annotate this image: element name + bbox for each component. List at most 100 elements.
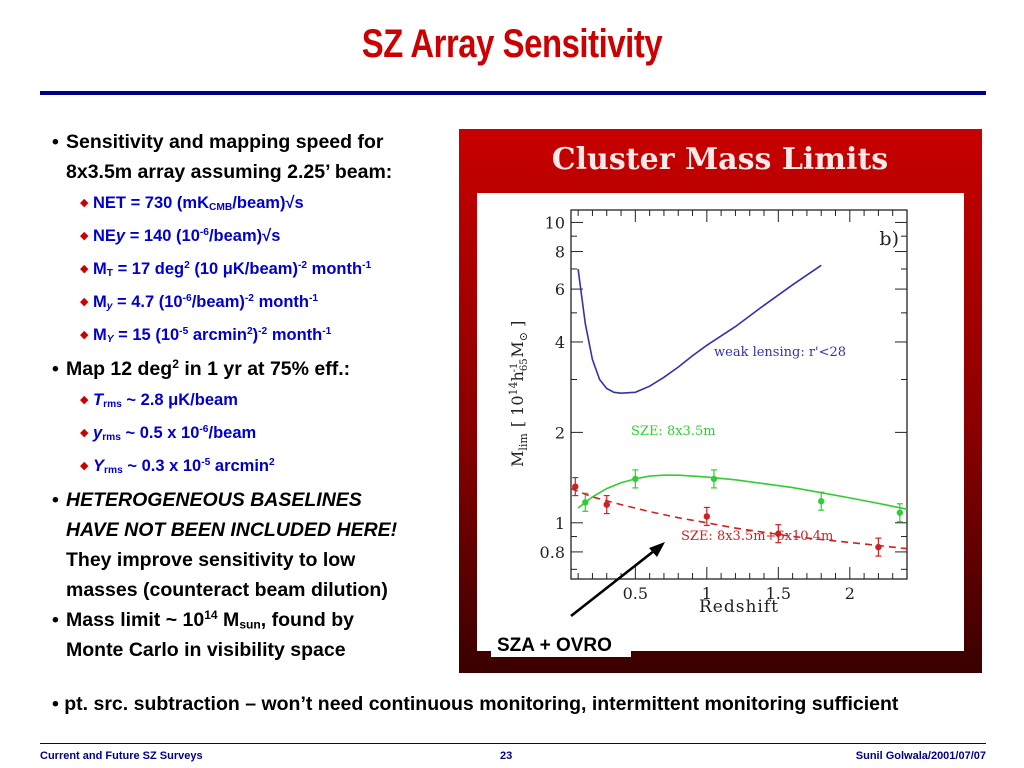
superscript: 2 xyxy=(269,456,275,468)
text: ~ 2.8 μK/beam xyxy=(121,391,238,409)
x-tick-label: 1 xyxy=(702,584,712,603)
bullet-point-source: • pt. src. subtraction – won’t need cont… xyxy=(52,689,898,719)
data-point xyxy=(818,498,825,505)
subscript: T xyxy=(106,268,113,280)
text: /beam) xyxy=(191,293,245,311)
text: = 17 deg xyxy=(113,260,185,278)
text: /beam)√s xyxy=(208,227,281,245)
text: Mass limit ~ 10 xyxy=(66,609,205,631)
bullet-text: HETEROGENEOUS BASELINES xyxy=(66,489,362,511)
bullet-list: • Sensitivity and mapping speed for 8x3.… xyxy=(52,127,452,665)
figure-panel: Cluster Mass Limits 0.5 1 1.5 2 0.8 1 2 4 6 8 10 … xyxy=(459,129,982,673)
text: in 1 yr at 75% eff.: xyxy=(178,358,351,380)
y-tick-label: 4 xyxy=(555,333,565,352)
text: = 4.7 (10 xyxy=(112,293,183,311)
text: ) xyxy=(252,326,259,344)
subscript: Y xyxy=(106,334,114,346)
series-legend-labels: weak lensing: r'<28 SZE: 8x3.5m SZE: 8x3.5… xyxy=(631,345,846,544)
subscript: rms xyxy=(102,432,121,444)
symbol: Y xyxy=(93,457,105,475)
superscript: -1 xyxy=(362,259,372,271)
bullet-text: Monte Carlo in visibility space xyxy=(66,639,346,661)
y-tick-label: 0.8 xyxy=(540,543,565,562)
subscript: sun xyxy=(239,617,261,632)
series-label: SZE: 8x3.5m xyxy=(631,424,716,439)
series-line xyxy=(570,487,908,550)
y-tick-label: 8 xyxy=(555,243,565,262)
diamond-bullet-icon: ◆ xyxy=(80,460,89,472)
footer-left: Current and Future SZ Surveys xyxy=(40,750,203,762)
plot-background xyxy=(477,193,964,651)
x-tick-label: 2 xyxy=(845,584,855,603)
data-point xyxy=(632,475,639,483)
bullet-text: Sensitivity and mapping speed for xyxy=(66,131,384,153)
diamond-bullet-icon: ◆ xyxy=(80,329,89,341)
bullet-text: HAVE NOT BEEN INCLUDED HERE! xyxy=(66,519,398,541)
symbol: T xyxy=(93,391,104,409)
bullet-text: pt. src. subtraction – won’t need contin… xyxy=(64,693,899,715)
slide-number: 23 xyxy=(500,750,513,762)
sub-bullet-yrms: ◆ yrms ~ 0.5 x 10-6/beam xyxy=(52,417,452,450)
sub-bullet-mt: ◆ MT = 17 deg2 (10 μK/beam)-2 month-1 xyxy=(52,253,452,286)
bullet-text: They improve sensitivity to low xyxy=(66,549,356,571)
text: M xyxy=(217,609,240,631)
bullet-sensitivity: • Sensitivity and mapping speed for 8x3.… xyxy=(52,127,452,187)
y-axis-label: Mlim[ 1014h65-1 M⊙ ] xyxy=(507,321,530,467)
superscript: -5 xyxy=(179,325,189,337)
superscript: 2 xyxy=(184,259,190,271)
bullet-dot-icon: • xyxy=(52,131,59,153)
data-point xyxy=(582,499,589,506)
superscript: -6 xyxy=(182,292,192,304)
text: ~ 0.5 x 10 xyxy=(120,424,200,442)
superscript: 14 xyxy=(204,607,218,622)
text: arcmin xyxy=(188,326,247,344)
sub-bullet-Yrms: ◆ Yrms ~ 0.3 x 10-5 arcmin2 xyxy=(52,450,452,483)
data-point xyxy=(775,530,782,537)
bullet-text: 8x3.5m array assuming 2.25’ beam: xyxy=(66,161,393,183)
data-point xyxy=(572,483,579,490)
footer-divider xyxy=(40,743,986,744)
diamond-bullet-icon: ◆ xyxy=(80,263,89,275)
bullet-dot-icon: • xyxy=(52,693,65,715)
superscript: -2 xyxy=(297,259,308,271)
diamond-bullet-icon: ◆ xyxy=(80,230,89,242)
text: M xyxy=(93,260,107,278)
annotation-label: SZA + OVRO xyxy=(497,635,612,656)
symbol: y xyxy=(115,227,126,245)
diamond-bullet-icon: ◆ xyxy=(80,296,89,308)
subscript: CMB xyxy=(209,202,233,214)
sub-bullet-trms: ◆ Trms ~ 2.8 μK/beam xyxy=(52,384,452,417)
sub-bullet-net: ◆ NET = 730 (mKCMB/beam)√s xyxy=(52,187,452,220)
sub-bullet-my: ◆ My = 4.7 (10-6/beam)-2 month-1 xyxy=(52,286,452,319)
text: Map 12 deg xyxy=(66,358,173,380)
series-label: weak lensing: r'<28 xyxy=(714,345,846,360)
data-point xyxy=(603,501,610,508)
bullet-dot-icon: • xyxy=(52,489,59,511)
annotation-arrowhead-icon xyxy=(649,542,665,557)
bullet-heterogeneous: • HETEROGENEOUS BASELINES HAVE NOT BEEN … xyxy=(52,485,452,605)
bullet-dot-icon: • xyxy=(52,609,59,631)
diamond-bullet-icon: ◆ xyxy=(80,197,89,209)
series-line xyxy=(577,474,908,510)
superscript: -1 xyxy=(309,292,319,304)
text: M xyxy=(93,293,107,311)
y-tick-label: 1 xyxy=(555,514,565,533)
superscript: -6 xyxy=(199,226,209,238)
x-tick-label: 0.5 xyxy=(623,584,648,603)
text: NET = 730 (mK xyxy=(93,194,209,212)
data-point xyxy=(875,543,882,551)
bullet-text: masses (counteract beam dilution) xyxy=(66,579,388,601)
superscript: -2 xyxy=(258,325,268,337)
text: NE xyxy=(93,227,116,245)
panel-label: b) xyxy=(879,228,899,250)
page-title: SZ Array Sensitivity xyxy=(361,22,663,66)
superscript: -2 xyxy=(244,292,254,304)
text: arcmin xyxy=(210,457,270,475)
x-tick-label: 1.5 xyxy=(766,584,791,603)
data-point xyxy=(703,513,711,520)
superscript: -6 xyxy=(199,423,209,435)
subscript: rms xyxy=(103,399,122,411)
y-tick-label: 6 xyxy=(555,280,565,299)
sub-bullet-mY: ◆ MY = 15 (10-5 arcmin2)-2 month-1 xyxy=(52,319,452,352)
subscript: rms xyxy=(104,465,123,477)
